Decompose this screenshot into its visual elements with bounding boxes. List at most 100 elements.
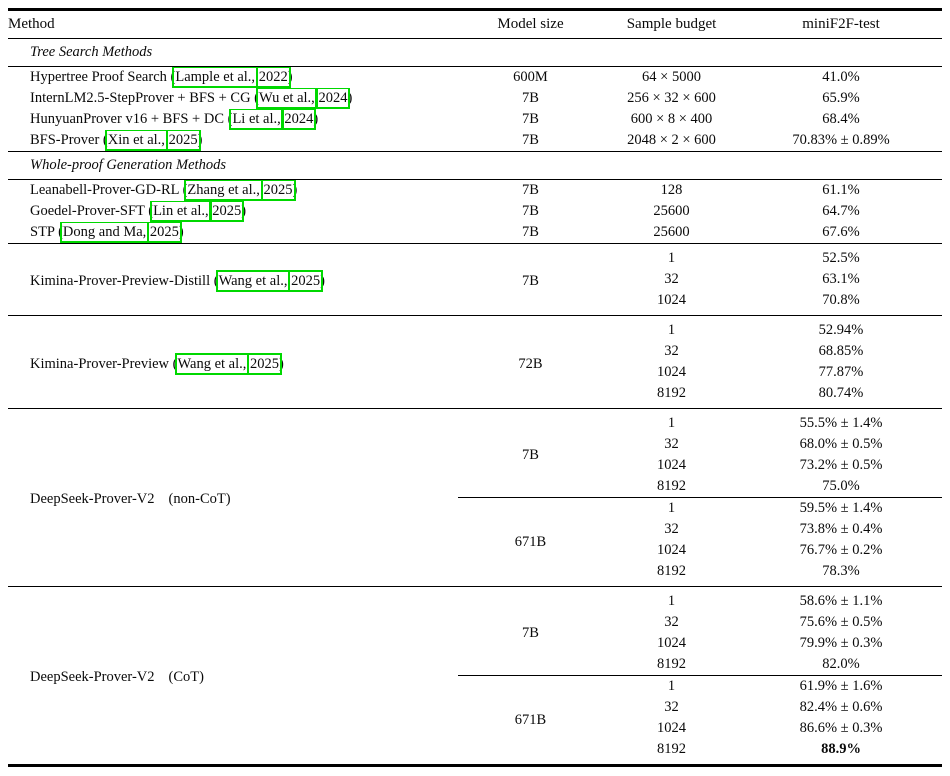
sample-budget-cell: 1 bbox=[603, 243, 740, 269]
model-size-cell: 7B bbox=[522, 111, 539, 127]
citation-year-link[interactable]: 2025 bbox=[260, 179, 296, 201]
result-cell: 65.9% bbox=[822, 90, 860, 106]
method-name: DeepSeek-Prover-V2 bbox=[30, 669, 155, 685]
method-text: STP ( bbox=[30, 224, 63, 240]
citation-author-link[interactable]: Wang et al., bbox=[215, 270, 291, 292]
method-cell: STP (Dong and Ma, 2025) bbox=[8, 222, 458, 244]
result-cell: 59.5% ± 1.4% bbox=[740, 497, 942, 519]
table-row: 1024 86.6% ± 0.3% bbox=[8, 718, 942, 739]
method-text: HunyuanProver v16 + BFS + DC ( bbox=[30, 111, 233, 127]
table-row: 8192 80.74% bbox=[8, 383, 942, 409]
method-text: Goedel-Prover-SFT ( bbox=[30, 203, 154, 219]
result-cell: 68.4% bbox=[822, 111, 860, 127]
sample-budget-cell: 32 bbox=[664, 271, 679, 287]
sample-budget-cell: 128 bbox=[660, 182, 683, 198]
result-cell: 73.8% ± 0.4% bbox=[799, 521, 883, 537]
table-row: 671B 1 59.5% ± 1.4% bbox=[8, 497, 942, 587]
table-row: 1024 76.7% ± 0.2% bbox=[8, 540, 942, 561]
sample-budget-cell: 8192 bbox=[657, 385, 686, 401]
section-row-tree-search: Tree Search Methods bbox=[8, 38, 942, 67]
table-row: 8192 75.0% bbox=[8, 476, 942, 498]
sample-budget-cell: 32 bbox=[664, 343, 679, 359]
method-cell: DeepSeek-Prover-V2 (non-CoT) bbox=[8, 408, 458, 587]
citation-author-link[interactable]: Li et al., bbox=[229, 109, 284, 130]
model-size-cell: 7B bbox=[522, 132, 539, 148]
citation-year-link[interactable]: 2025 bbox=[209, 201, 245, 222]
citation-author-link[interactable]: Lample et al., bbox=[172, 66, 259, 88]
table-header-row: Method Model size Sample budget miniF2F-… bbox=[8, 9, 942, 39]
citation-author-link[interactable]: Zhang et al., bbox=[184, 179, 263, 201]
model-size-cell: 7B bbox=[522, 90, 539, 106]
table-row: 1024 79.9% ± 0.3% bbox=[8, 633, 942, 654]
table-row: 8192 82.0% bbox=[8, 654, 942, 676]
citation-author-link[interactable]: Dong and Ma, bbox=[59, 222, 150, 243]
sample-budget-cell: 1024 bbox=[657, 292, 686, 308]
section-title-whole-proof: Whole-proof Generation Methods bbox=[8, 151, 942, 180]
method-name: DeepSeek-Prover-V2 bbox=[30, 491, 155, 507]
table-row: 32 68.85% bbox=[8, 341, 942, 362]
table-row: InternLM2.5-StepProver + BFS + CG (Wu et… bbox=[8, 88, 942, 109]
header-sample-budget: Sample budget bbox=[603, 9, 740, 39]
header-method: Method bbox=[8, 9, 458, 39]
method-text: ) bbox=[287, 69, 293, 85]
method-text: ) bbox=[197, 132, 203, 148]
table-row: 1024 70.8% bbox=[8, 290, 942, 316]
result-cell: 73.2% ± 0.5% bbox=[799, 457, 883, 473]
result-cell: 58.6% ± 1.1% bbox=[740, 586, 942, 612]
table-row: 1024 73.2% ± 0.5% bbox=[8, 455, 942, 476]
model-size-cell: 7B bbox=[522, 182, 539, 198]
table-row: 671B 1 61.9% ± 1.6% bbox=[8, 675, 942, 766]
method-cell: InternLM2.5-StepProver + BFS + CG (Wu et… bbox=[8, 88, 458, 109]
citation-year-link[interactable]: 2024 bbox=[315, 88, 351, 109]
result-cell: 82.0% bbox=[822, 656, 860, 672]
method-cell: Goedel-Prover-SFT (Lin et al., 2025) bbox=[8, 201, 458, 222]
citation-year-link[interactable]: 2025 bbox=[288, 270, 324, 292]
section-row-whole-proof: Whole-proof Generation Methods bbox=[8, 151, 942, 180]
citation-year-link[interactable]: 2024 bbox=[281, 109, 317, 130]
result-cell: 80.74% bbox=[818, 385, 864, 401]
sample-budget-cell: 1 bbox=[603, 408, 740, 434]
citation-year-link[interactable]: 2025 bbox=[165, 130, 201, 151]
result-cell: 78.3% bbox=[822, 563, 860, 579]
method-text: BFS-Prover ( bbox=[30, 132, 108, 148]
citation-year-link[interactable]: 2022 bbox=[255, 66, 291, 88]
model-size-cell: 7B bbox=[458, 243, 603, 316]
citation-author-link[interactable]: Wu et al., bbox=[256, 88, 318, 109]
table-row: Goedel-Prover-SFT (Lin et al., 2025) 7B … bbox=[8, 201, 942, 222]
header-minif2f-test: miniF2F-test bbox=[740, 9, 942, 39]
method-cell: Leanabell-Prover-GD-RL (Zhang et al., 20… bbox=[8, 179, 458, 201]
table-row: 32 82.4% ± 0.6% bbox=[8, 697, 942, 718]
table-row: 32 75.6% ± 0.5% bbox=[8, 612, 942, 633]
sample-budget-cell: 25600 bbox=[653, 224, 690, 240]
sample-budget-cell: 64 × 5000 bbox=[642, 69, 701, 85]
sample-budget-cell: 2048 × 2 × 600 bbox=[627, 132, 716, 148]
method-text: ) bbox=[241, 203, 247, 219]
result-cell: 79.9% ± 0.3% bbox=[799, 635, 883, 651]
method-text: Leanabell-Prover-GD-RL ( bbox=[30, 182, 188, 198]
result-cell: 52.94% bbox=[740, 315, 942, 341]
result-cell: 76.7% ± 0.2% bbox=[799, 542, 883, 558]
table-row: DeepSeek-Prover-V2 (CoT) 7B 1 58.6% ± 1.1… bbox=[8, 586, 942, 766]
sample-budget-cell: 32 bbox=[664, 436, 679, 452]
citation-year-link[interactable]: 2025 bbox=[247, 352, 283, 375]
model-size-cell: 671B bbox=[458, 675, 603, 766]
method-text: Hypertree Proof Search ( bbox=[30, 69, 176, 85]
sample-budget-cell: 32 bbox=[664, 521, 679, 537]
method-text: InternLM2.5-StepProver + BFS + CG ( bbox=[30, 90, 260, 106]
sample-budget-cell: 1024 bbox=[657, 635, 686, 651]
table-row: 8192 78.3% bbox=[8, 561, 942, 587]
method-variant: (non-CoT) bbox=[168, 491, 231, 507]
citation-author-link[interactable]: Wang et al., bbox=[174, 352, 250, 375]
sample-budget-cell: 32 bbox=[664, 614, 679, 630]
sample-budget-cell: 1024 bbox=[657, 364, 686, 380]
citation-author-link[interactable]: Lin et al., bbox=[150, 201, 212, 222]
sample-budget-cell: 1 bbox=[603, 315, 740, 341]
model-size-cell: 7B bbox=[522, 203, 539, 219]
citation-year-link[interactable]: 2025 bbox=[146, 222, 182, 243]
model-size-cell: 7B bbox=[522, 224, 539, 240]
model-size-cell: 72B bbox=[458, 315, 603, 409]
table-row: STP (Dong and Ma, 2025) 7B 25600 67.6% bbox=[8, 222, 942, 244]
method-cell: Kimina-Prover-Preview (Wang et al., 2025… bbox=[8, 315, 458, 409]
citation-author-link[interactable]: Xin et al., bbox=[104, 130, 168, 151]
sample-budget-cell: 1 bbox=[603, 497, 740, 519]
